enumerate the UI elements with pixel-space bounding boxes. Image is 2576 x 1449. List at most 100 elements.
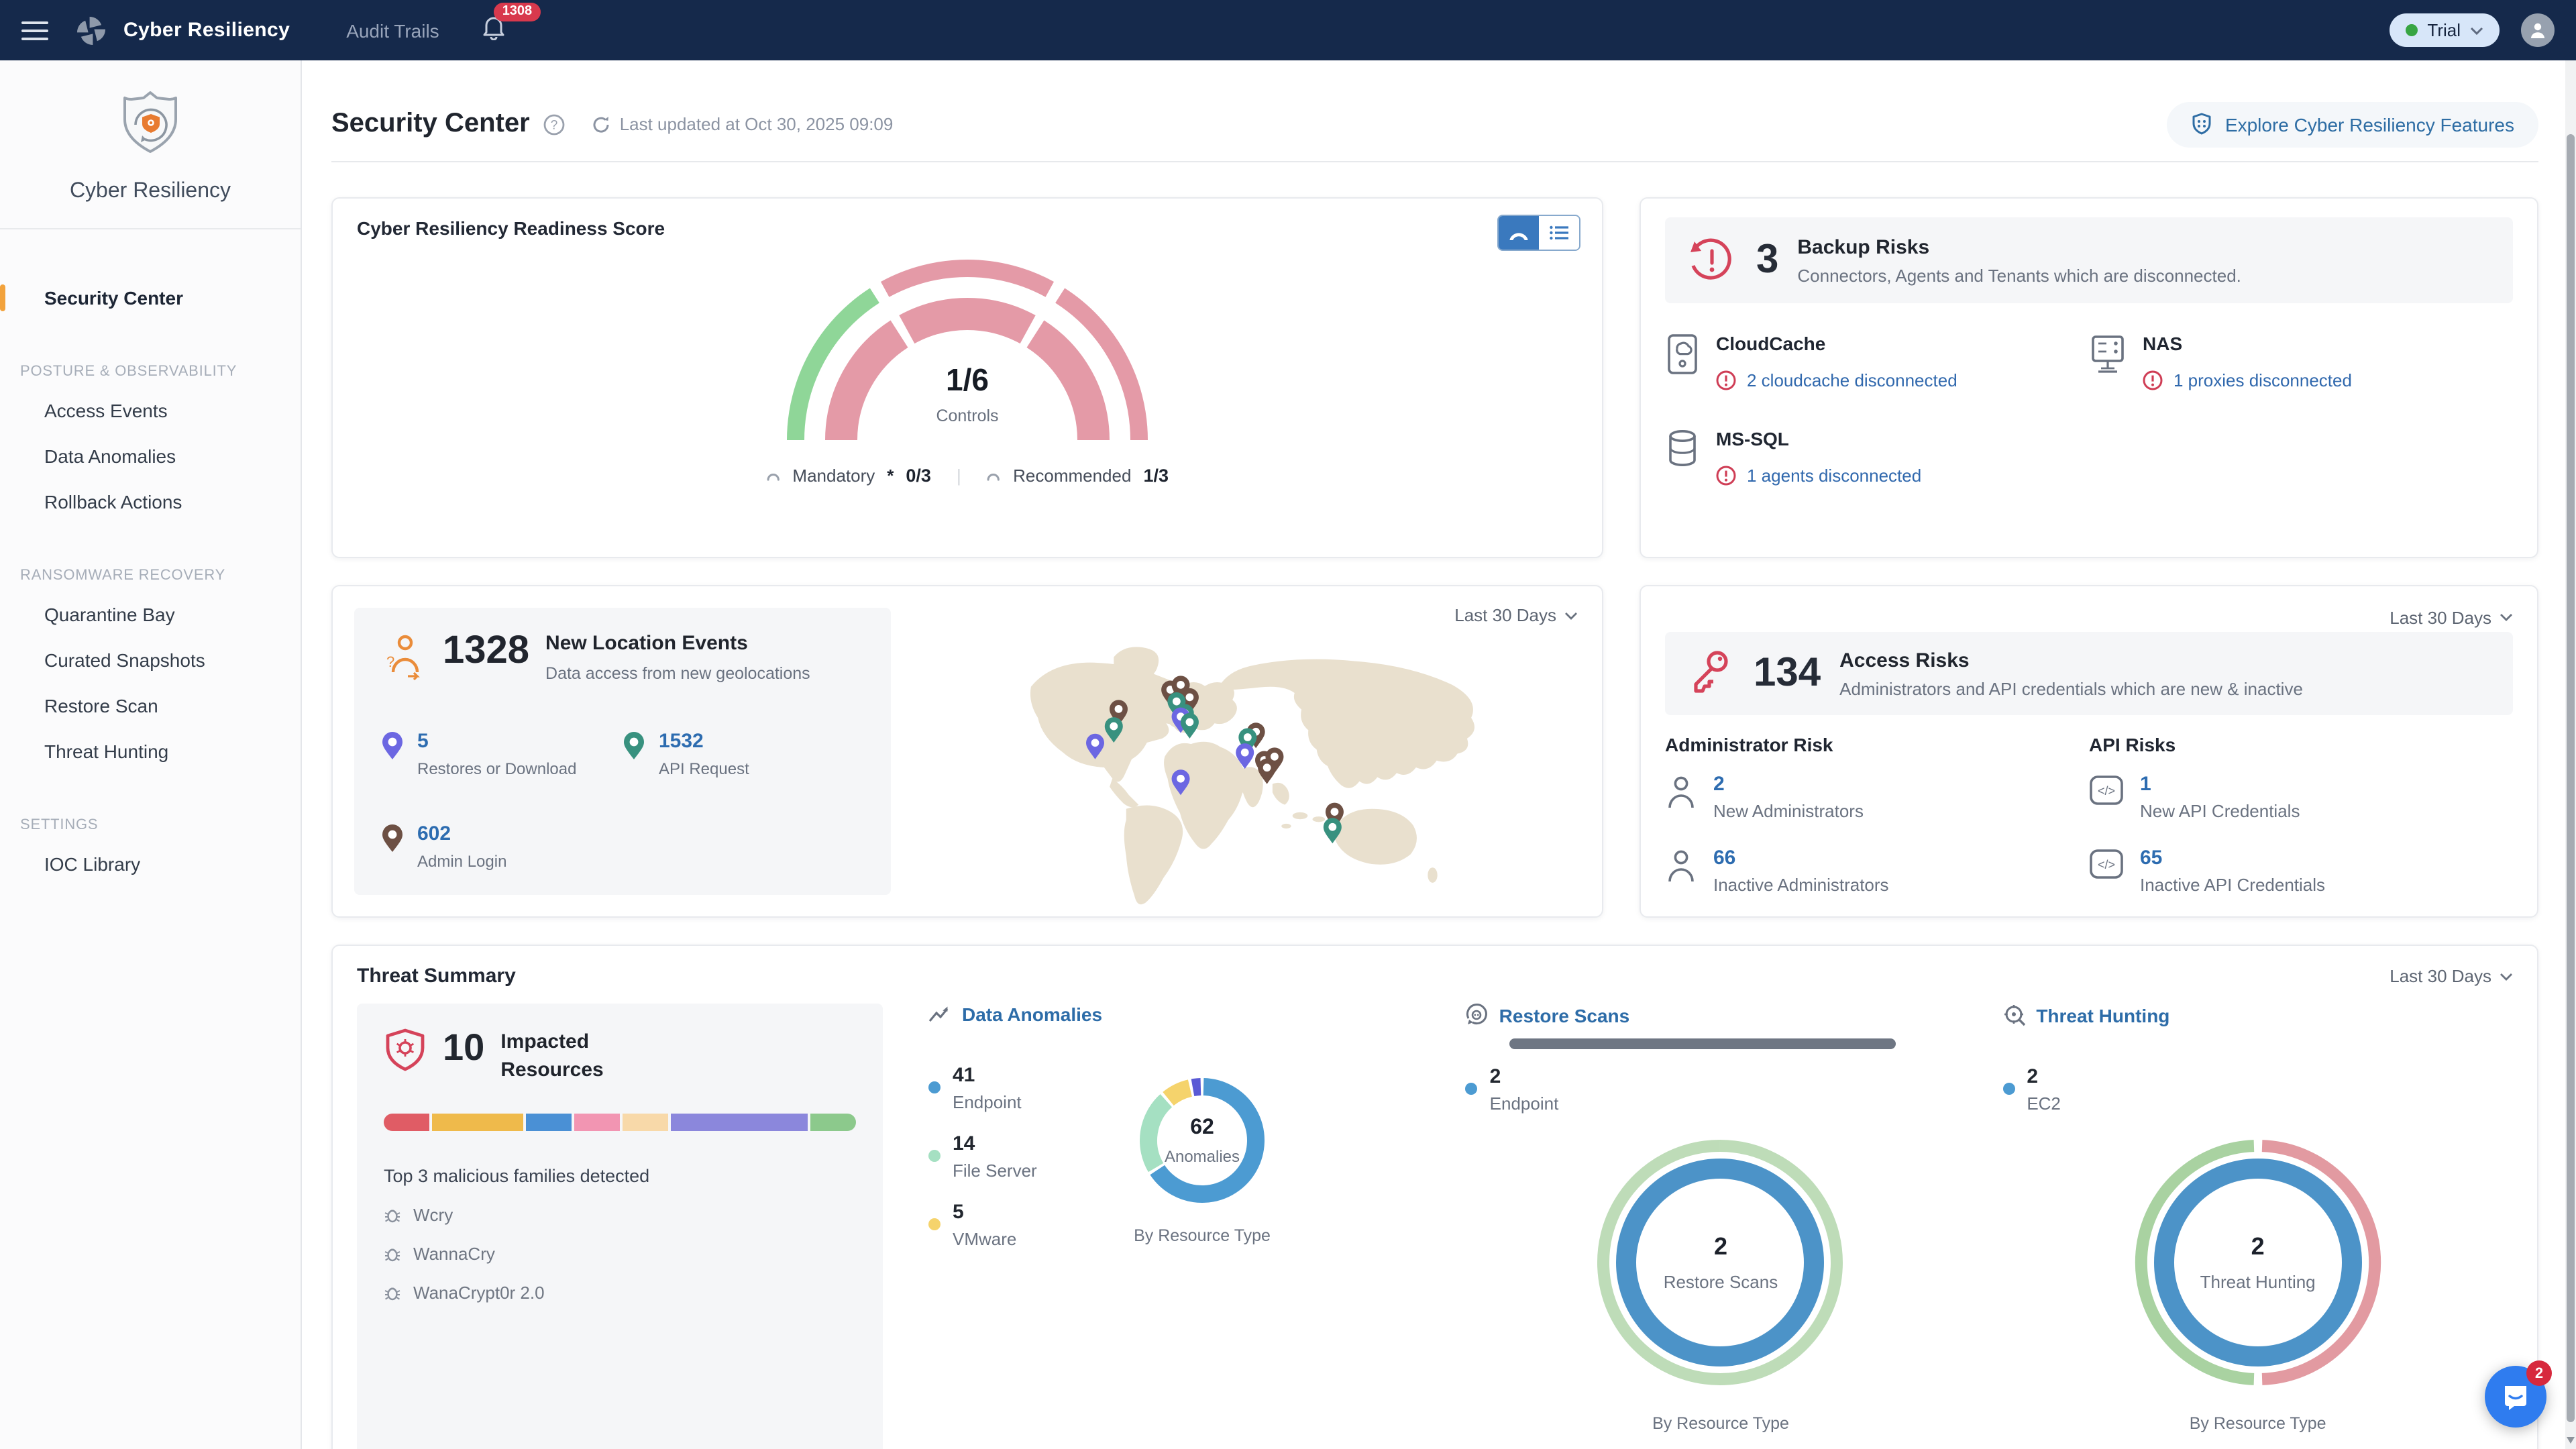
impacted-bar-segment	[623, 1114, 668, 1131]
sidebar-item-access-events[interactable]: Access Events	[0, 388, 301, 433]
sidebar-item-threat-hunting[interactable]: Threat Hunting	[0, 729, 301, 774]
recommended-value: 1/3	[1143, 466, 1169, 486]
explore-features-button[interactable]: Explore Cyber Resiliency Features	[2167, 101, 2538, 147]
last-updated-text: Last updated at Oct 30, 2025 09:09	[620, 114, 894, 134]
malware-family-row: Wcry	[384, 1205, 856, 1225]
threat-hunting-link[interactable]: Threat Hunting	[2036, 1004, 2169, 1026]
impacted-bar-segment	[810, 1114, 856, 1131]
new-admins-count[interactable]: 2	[1713, 774, 1864, 794]
gauge-legend: Mandatory* 0/3 | Recommended 1/3	[766, 466, 1169, 486]
backup-risk-icon	[1686, 233, 1737, 287]
location-events-summary: ? 1328 New Location Events Data access f…	[354, 608, 891, 895]
sidebar-item-ioc-library[interactable]: IOC Library	[0, 841, 301, 887]
sidebar-item-security-center[interactable]: Security Center	[0, 275, 301, 321]
page-title: Security Center	[331, 109, 530, 140]
impacted-bar-segment	[574, 1114, 620, 1131]
new-api-count[interactable]: 1	[2140, 774, 2300, 794]
anomalies-caption: By Resource Type	[1132, 1226, 1272, 1245]
malware-family-row: WannaCry	[384, 1244, 856, 1264]
alert-icon	[1716, 466, 1736, 486]
data-anomalies-link[interactable]: Data Anomalies	[962, 1004, 1102, 1025]
api-request-count[interactable]: 1532	[659, 731, 749, 751]
svg-text:</>: </>	[2098, 784, 2115, 798]
location-events-count: 1328	[443, 632, 529, 671]
legend-endpoint: 41Endpoint	[928, 1065, 1097, 1112]
backup-risks-description: Connectors, Agents and Tenants which are…	[1797, 265, 2241, 285]
cloudcache-disconnected-link[interactable]: 2 cloudcache disconnected	[1747, 370, 1957, 390]
hamburger-menu-icon[interactable]	[21, 21, 48, 40]
chat-launcher-button[interactable]: 2	[2485, 1366, 2546, 1428]
refresh-icon[interactable]	[592, 115, 610, 133]
sidebar-item-quarantine-bay[interactable]: Quarantine Bay	[0, 592, 301, 637]
anomalies-legend: 41Endpoint 14File Server 5	[928, 1065, 1097, 1271]
cloudcache-icon	[1665, 333, 1700, 376]
readiness-score-card: Cyber Resiliency Readiness Score	[331, 197, 1603, 558]
backup-risks-header: 3 Backup Risks Connectors, Agents and Te…	[1665, 217, 2513, 303]
malware-family: WannaCry	[413, 1244, 495, 1264]
threat-hunting-column: Threat Hunting 2EC2	[2002, 1004, 2513, 1449]
access-risks-count: 134	[1754, 651, 1821, 696]
location-events-description: Data access from new geolocations	[545, 664, 810, 683]
threat-period-dropdown[interactable]: Last 30 Days	[2390, 966, 2513, 986]
readiness-card-title: Cyber Resiliency Readiness Score	[357, 217, 1578, 239]
map-pin-icon	[381, 824, 404, 853]
bug-icon	[384, 1245, 401, 1263]
inactive-api-count[interactable]: 65	[2140, 848, 2325, 868]
legend-endpoint: 2Endpoint	[1466, 1067, 1976, 1114]
api-credentials-icon: </>	[2089, 774, 2124, 806]
plan-label: Trial	[2427, 20, 2461, 40]
recommended-label: Recommended	[1013, 466, 1131, 486]
sidebar-item-rollback-actions[interactable]: Rollback Actions	[0, 479, 301, 525]
mssql-agents-link[interactable]: 1 agents disconnected	[1747, 466, 1921, 486]
recommended-gauge-icon	[987, 470, 1001, 482]
backup-risk-mssql: MS-SQL 1 agents disconnected	[1665, 428, 2089, 486]
backup-risks-card: 3 Backup Risks Connectors, Agents and Te…	[1640, 197, 2538, 558]
nav-audit-trails[interactable]: Audit Trails	[346, 19, 439, 41]
stat-restores: 5 Restores or Download	[381, 731, 623, 778]
horizontal-scrollbar[interactable]	[1509, 1038, 1896, 1049]
data-anomalies-column: Data Anomalies 41Endpoint	[928, 1004, 1439, 1449]
scrollbar-down-arrow[interactable]	[2567, 1437, 2575, 1444]
inactive-admins-count[interactable]: 66	[1713, 848, 1889, 868]
app-window: Cyber Resiliency Audit Trails 1308 Trial	[0, 0, 2576, 1449]
chevron-down-icon	[1564, 611, 1578, 619]
impacted-resources-panel: 10 Impacted Resources Top 3 malicious fa…	[357, 1004, 883, 1449]
sidebar-item-restore-scan[interactable]: Restore Scan	[0, 683, 301, 729]
access-risks-title: Access Risks	[1839, 649, 2303, 672]
top-bar: Cyber Resiliency Audit Trails 1308 Trial	[0, 0, 2576, 60]
plan-dropdown[interactable]: Trial	[2390, 13, 2500, 47]
restore-scans-link[interactable]: Restore Scans	[1499, 1004, 1630, 1026]
backup-risks-count: 3	[1756, 237, 1778, 283]
gauge-view-button[interactable]	[1499, 216, 1539, 250]
admin-login-count[interactable]: 602	[417, 824, 506, 844]
help-icon[interactable]: ?	[543, 113, 565, 135]
list-view-button[interactable]	[1539, 216, 1579, 250]
nas-proxies-link[interactable]: 1 proxies disconnected	[2174, 370, 2352, 390]
sidebar-item-curated-snapshots[interactable]: Curated Snapshots	[0, 637, 301, 683]
location-events-card: Last 30 Days ? 1328	[331, 585, 1603, 918]
impacted-bar-segment	[526, 1114, 572, 1131]
map-pin-icon	[381, 731, 404, 761]
malware-family: WanaCrypt0r 2.0	[413, 1283, 545, 1303]
notifications-button[interactable]: 1308	[482, 14, 506, 46]
threat-summary-card: Threat Summary Last 30 Days	[331, 945, 2538, 1449]
bug-icon	[384, 1284, 401, 1301]
access-period-dropdown[interactable]: Last 30 Days	[1665, 602, 2513, 632]
threat-hunting-icon	[2002, 1004, 2025, 1026]
nas-icon	[2089, 333, 2127, 376]
sidebar-item-data-anomalies[interactable]: Data Anomalies	[0, 433, 301, 479]
impacted-shield-icon	[384, 1028, 427, 1073]
shield-features-icon	[2192, 113, 2213, 136]
view-toggle	[1497, 215, 1580, 251]
restore-scans-caption: By Resource Type	[1593, 1414, 1848, 1433]
vertical-scrollbar-thumb[interactable]	[2567, 134, 2575, 1422]
plan-status-dot	[2406, 24, 2418, 36]
user-avatar[interactable]	[2521, 13, 2555, 47]
vertical-scrollbar[interactable]	[2565, 60, 2576, 1449]
database-icon	[1665, 428, 1700, 471]
sidebar-section-posture: POSTURE & OBSERVABILITY	[0, 356, 301, 388]
new-location-person-icon: ?	[381, 632, 427, 680]
malware-family-row: WanaCrypt0r 2.0	[384, 1283, 856, 1303]
restores-count[interactable]: 5	[417, 731, 576, 751]
sidebar-section-settings: SETTINGS	[0, 809, 301, 841]
